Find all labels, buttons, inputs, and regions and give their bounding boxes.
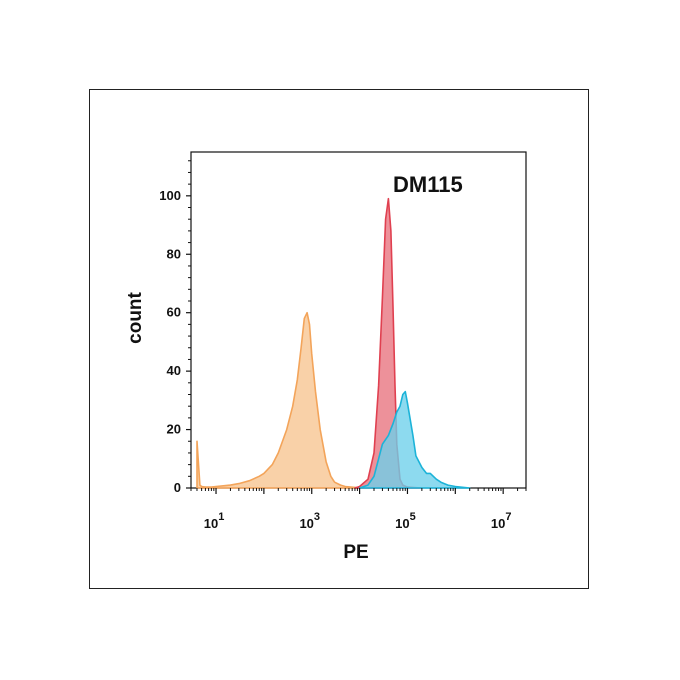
x-tick-label: 107	[491, 511, 512, 531]
y-tick-label: 80	[167, 246, 181, 261]
series-layer	[196, 197, 471, 489]
x-tick-label: 103	[299, 511, 320, 531]
y-tick-label: 0	[174, 480, 181, 495]
y-tick-label: 40	[167, 363, 181, 378]
y-tick-label: 20	[167, 422, 181, 437]
chart-title: DM115	[393, 172, 463, 197]
y-axis-title: count	[125, 291, 146, 343]
y-tick-label: 60	[167, 305, 181, 320]
axis-layer	[186, 160, 527, 494]
x-axis-title: PE	[343, 542, 368, 563]
x-tick-label: 105	[395, 511, 416, 531]
tick-label-layer: 0 20 40 60 80 100 101 103 105 107	[159, 188, 511, 531]
series-1-histogram	[196, 311, 365, 489]
y-tick-label: 100	[159, 188, 181, 203]
series-3-histogram	[358, 390, 471, 489]
x-tick-label: 101	[204, 511, 225, 531]
plot-area	[190, 151, 527, 489]
figure-frame	[89, 89, 589, 589]
